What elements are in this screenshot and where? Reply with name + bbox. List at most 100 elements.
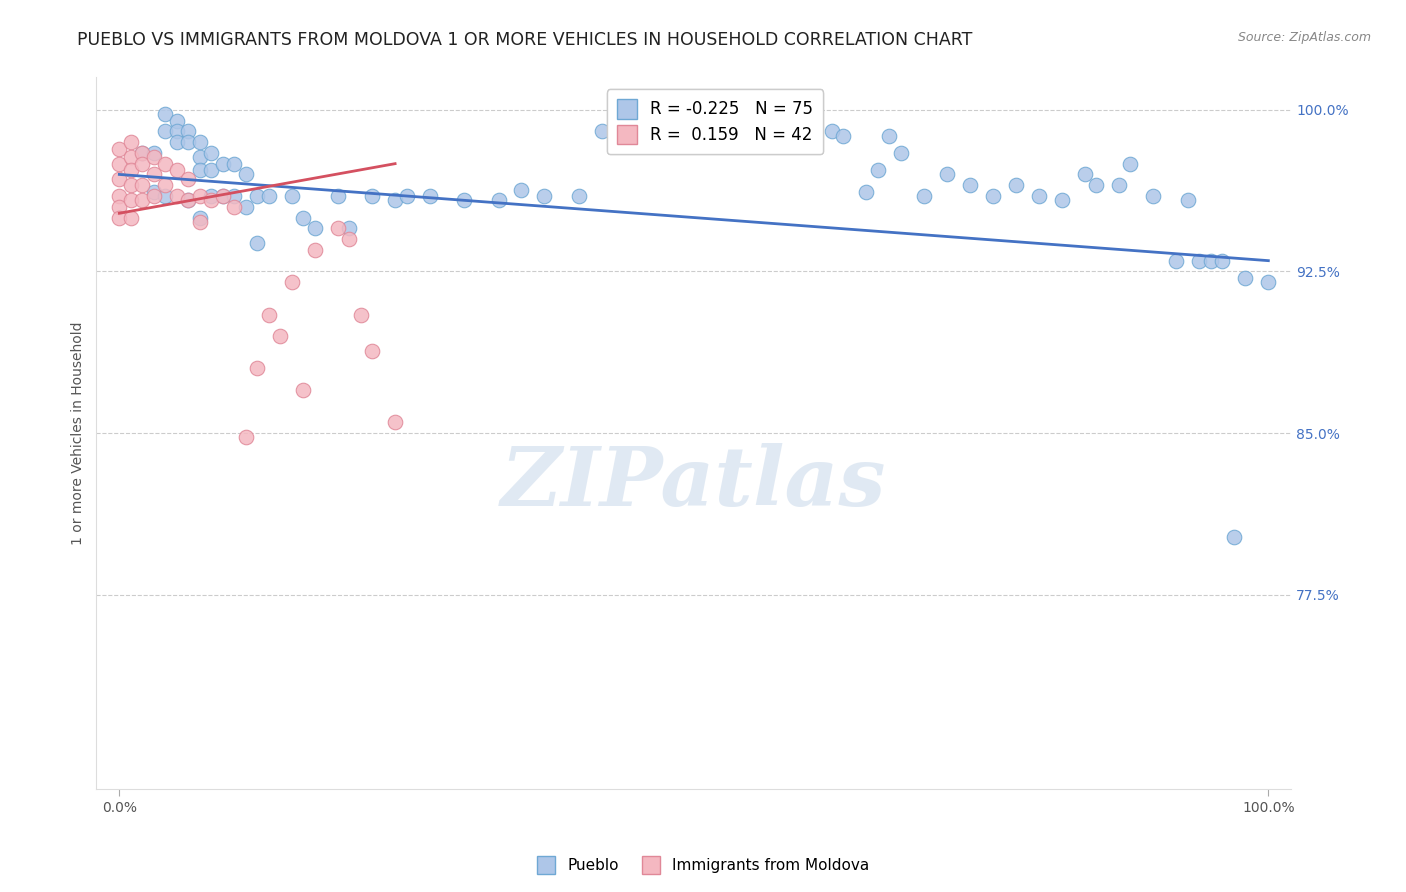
Point — [349, 308, 371, 322]
Point — [877, 128, 900, 143]
Point — [304, 221, 326, 235]
Point — [200, 194, 222, 208]
Point — [659, 135, 682, 149]
Point — [740, 135, 762, 149]
Point — [304, 243, 326, 257]
Point — [912, 189, 935, 203]
Point — [108, 200, 131, 214]
Point — [108, 142, 131, 156]
Point — [510, 182, 533, 196]
Point — [166, 163, 188, 178]
Point — [155, 124, 177, 138]
Point — [235, 168, 257, 182]
Point — [177, 124, 200, 138]
Point — [613, 135, 636, 149]
Point — [890, 145, 912, 160]
Point — [395, 189, 418, 203]
Point — [108, 156, 131, 170]
Point — [326, 189, 349, 203]
Point — [1085, 178, 1108, 193]
Point — [142, 150, 165, 164]
Point — [246, 236, 269, 251]
Point — [453, 194, 475, 208]
Y-axis label: 1 or more Vehicles in Household: 1 or more Vehicles in Household — [72, 321, 86, 545]
Point — [1211, 253, 1233, 268]
Point — [142, 145, 165, 160]
Point — [224, 200, 246, 214]
Point — [1119, 156, 1142, 170]
Point — [131, 178, 153, 193]
Point — [855, 185, 877, 199]
Point — [235, 200, 257, 214]
Point — [292, 383, 315, 397]
Point — [533, 189, 555, 203]
Point — [177, 171, 200, 186]
Point — [120, 150, 142, 164]
Point — [200, 145, 222, 160]
Point — [211, 189, 233, 203]
Point — [120, 178, 142, 193]
Point — [361, 189, 384, 203]
Point — [108, 171, 131, 186]
Point — [832, 128, 855, 143]
Point — [257, 308, 280, 322]
Text: PUEBLO VS IMMIGRANTS FROM MOLDOVA 1 OR MORE VEHICLES IN HOUSEHOLD CORRELATION CH: PUEBLO VS IMMIGRANTS FROM MOLDOVA 1 OR M… — [77, 31, 973, 49]
Point — [488, 194, 510, 208]
Point — [1108, 178, 1130, 193]
Point — [200, 189, 222, 203]
Point — [280, 275, 302, 289]
Point — [155, 107, 177, 121]
Point — [1223, 530, 1246, 544]
Point — [1177, 194, 1199, 208]
Point — [188, 163, 211, 178]
Point — [166, 113, 188, 128]
Point — [188, 150, 211, 164]
Point — [292, 211, 315, 225]
Point — [177, 194, 200, 208]
Point — [337, 232, 360, 246]
Point — [188, 215, 211, 229]
Point — [108, 211, 131, 225]
Point — [246, 361, 269, 376]
Point — [361, 344, 384, 359]
Point — [224, 189, 246, 203]
Point — [246, 189, 269, 203]
Point — [188, 135, 211, 149]
Point — [131, 156, 153, 170]
Point — [959, 178, 981, 193]
Point — [1004, 178, 1026, 193]
Point — [120, 135, 142, 149]
Point — [155, 178, 177, 193]
Point — [591, 124, 613, 138]
Point — [1073, 168, 1095, 182]
Point — [1234, 271, 1257, 285]
Point — [131, 145, 153, 160]
Point — [131, 194, 153, 208]
Point — [821, 124, 844, 138]
Point — [142, 185, 165, 199]
Point — [200, 163, 222, 178]
Point — [1028, 189, 1050, 203]
Point — [706, 124, 728, 138]
Point — [142, 168, 165, 182]
Point — [326, 221, 349, 235]
Text: Source: ZipAtlas.com: Source: ZipAtlas.com — [1237, 31, 1371, 45]
Point — [166, 135, 188, 149]
Point — [1050, 194, 1073, 208]
Point — [120, 211, 142, 225]
Point — [108, 189, 131, 203]
Point — [211, 156, 233, 170]
Point — [384, 415, 406, 429]
Point — [1188, 253, 1211, 268]
Point — [224, 156, 246, 170]
Legend: Pueblo, Immigrants from Moldova: Pueblo, Immigrants from Moldova — [530, 850, 876, 880]
Point — [280, 189, 302, 203]
Point — [935, 168, 957, 182]
Point — [981, 189, 1004, 203]
Point — [131, 145, 153, 160]
Point — [1142, 189, 1164, 203]
Point — [166, 124, 188, 138]
Point — [419, 189, 441, 203]
Point — [1166, 253, 1188, 268]
Point — [257, 189, 280, 203]
